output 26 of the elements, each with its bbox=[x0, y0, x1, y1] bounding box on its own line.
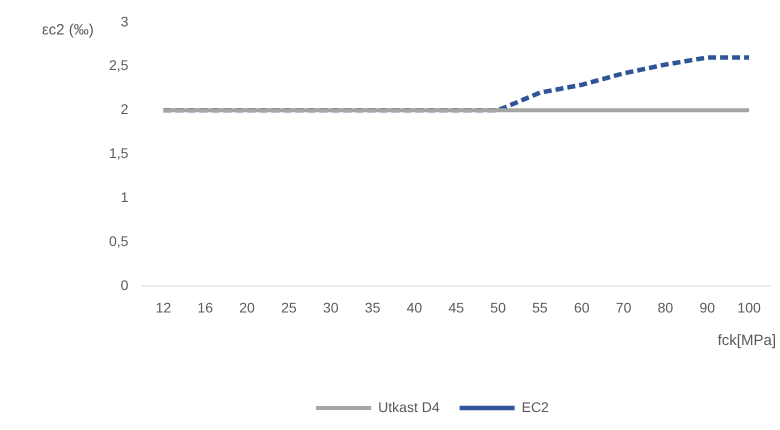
x-tick-label: 12 bbox=[156, 299, 172, 316]
x-tick-label: 60 bbox=[574, 299, 590, 316]
x-tick-label: 25 bbox=[281, 299, 297, 316]
legend-label: EC2 bbox=[522, 398, 550, 415]
x-tick-label: 35 bbox=[364, 299, 381, 316]
y-tick-label: 0 bbox=[120, 276, 129, 293]
y-tick-label: 3 bbox=[120, 13, 129, 30]
x-tick-label: 50 bbox=[490, 299, 506, 316]
x-tick-label: 55 bbox=[532, 299, 548, 316]
x-axis-title: fck[MPa] bbox=[718, 332, 776, 350]
y-tick-label: 1,5 bbox=[108, 145, 129, 162]
x-tick-label: 16 bbox=[197, 299, 214, 316]
y-tick-label: 1 bbox=[120, 188, 129, 205]
x-tick-label: 70 bbox=[616, 299, 632, 316]
y-tick-label: 2 bbox=[120, 101, 129, 118]
x-tick-label: 90 bbox=[699, 299, 716, 316]
legend-label: Utkast D4 bbox=[378, 398, 440, 415]
x-tick-label: 45 bbox=[448, 299, 464, 316]
y-tick-label: 0,5 bbox=[108, 232, 129, 249]
x-tick-label: 30 bbox=[322, 299, 339, 316]
y-axis-title: εc2 (‰) bbox=[42, 22, 94, 39]
x-tick-label: 20 bbox=[239, 299, 256, 316]
x-tick-label: 80 bbox=[658, 299, 674, 316]
y-tick-label: 2,5 bbox=[108, 57, 129, 74]
x-tick-label: 100 bbox=[737, 299, 761, 316]
x-tick-label: 40 bbox=[406, 299, 422, 316]
